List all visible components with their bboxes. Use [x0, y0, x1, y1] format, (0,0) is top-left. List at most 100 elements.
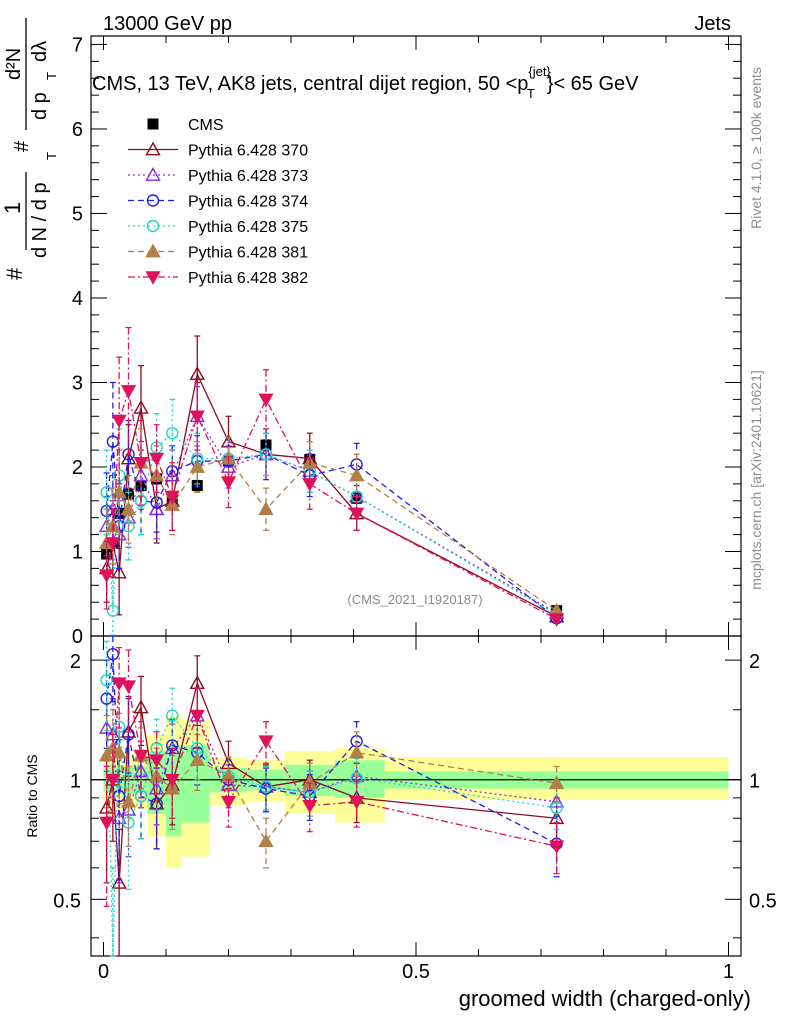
legend-marker: [147, 118, 159, 130]
main-point: [164, 490, 180, 505]
legend-marker: [145, 167, 161, 181]
ratio-point: [166, 709, 179, 722]
legend-label: CMS: [188, 117, 224, 134]
main-point: [549, 613, 565, 627]
main-point: [133, 399, 149, 414]
legend-label: Pythia 6.428 370: [188, 143, 308, 160]
main-point: [189, 366, 205, 380]
ratio-point: [112, 789, 126, 803]
ratio-point: [189, 752, 205, 767]
ylabel-top-num: d²N: [3, 48, 25, 80]
main-point: [258, 393, 274, 408]
main-ylabel: # 1 d N / d p # d²N d p T dλ T: [0, 18, 59, 280]
main-title-tail: }< 65 GeV: [547, 73, 639, 95]
ratio-point: [134, 789, 148, 803]
ylabel-dlambda: dλ: [29, 41, 51, 62]
ratio-point: [302, 799, 318, 814]
legend: CMS Pythia 6.428 370 Pythia 6.428 373 Pythi…: [128, 117, 308, 287]
mcplots-label: mcplots.cern.ch [arXiv:2401.10621]: [748, 370, 764, 589]
xtick-label: 0.5: [402, 961, 430, 983]
ratio-point: [258, 735, 274, 749]
ylabel-hash-1: #: [2, 267, 27, 280]
header-left-label: 13000 GeV pp: [103, 13, 232, 35]
ratio-ytick-label-right: 0.5: [749, 890, 777, 912]
ylabel-one: 1: [0, 202, 25, 214]
main-point: [189, 459, 205, 473]
ratio-point: [133, 699, 149, 714]
main-ytick-label: 1: [72, 541, 83, 563]
ratio-point: [106, 647, 120, 661]
ratio-ytick-label: 2: [70, 651, 81, 673]
rivet-label: Rivet 4.1.0, ≥ 100k events: [748, 67, 764, 229]
main-point: [134, 494, 148, 507]
ratio-series-layer: [98, 635, 565, 957]
ratio-point: [111, 744, 127, 759]
main-series-layer: [98, 326, 565, 636]
legend-label: Pythia 6.428 375: [188, 219, 308, 236]
main-point: [120, 385, 137, 399]
xtick-label: 0: [98, 961, 109, 983]
ratio-point: [258, 833, 274, 848]
analysis-watermark: (CMS_2021_I1920187): [347, 592, 482, 607]
main-point: [111, 564, 127, 579]
ratio-point: [549, 840, 565, 854]
main-point: [220, 476, 237, 490]
legend-label: Pythia 6.428 382: [188, 270, 308, 287]
main-point: [111, 414, 127, 429]
legend-label: Pythia 6.428 374: [188, 194, 308, 211]
ratio-point: [548, 793, 565, 808]
ratio-ytick-label-right: 1: [749, 771, 760, 793]
main-point: [100, 486, 113, 499]
xlabel: groomed width (charged-only): [459, 986, 751, 1011]
main-title-text: CMS, 13 TeV, AK8 jets, central dijet reg…: [92, 73, 528, 95]
ratio-point: [348, 744, 365, 759]
ratio-point: [259, 780, 273, 793]
ylabel-sub-t: T: [44, 72, 59, 80]
header-right-label: Jets: [694, 13, 731, 35]
main-point: [302, 478, 318, 492]
main-point: [120, 501, 137, 516]
ylabel-bottom-den: d N / d p: [29, 182, 51, 258]
main-title-sub: T: [527, 86, 535, 101]
legend-marker: [146, 194, 160, 207]
ylabel-hash-2: #: [11, 140, 33, 152]
ratio-ytick-label: 1: [70, 771, 81, 793]
main-point: [166, 426, 179, 440]
main-point: [99, 569, 115, 583]
legend-entry: Pythia 6.428 374: [128, 194, 308, 211]
ratio-ytick-label-right: 2: [749, 651, 760, 673]
legend-marker: [146, 219, 160, 233]
ratio-point: [99, 816, 115, 831]
ratio-ytick-label: 0.5: [53, 890, 81, 912]
ratio-point: [220, 795, 237, 810]
main-line: [105, 432, 557, 616]
main-series-pythia-6-428-370: [98, 335, 565, 623]
main-point: [189, 410, 205, 425]
legend-marker: [145, 141, 161, 156]
main-point: [348, 467, 365, 482]
ratio-point: [105, 773, 121, 788]
main-ytick-label: 0: [72, 626, 83, 648]
ylabel-top-den: d p: [29, 92, 51, 120]
ratio-point: [100, 674, 113, 687]
legend-label: Pythia 6.428 373: [188, 168, 308, 185]
ratio-point: [548, 775, 565, 790]
main-ytick-label: 3: [72, 372, 83, 394]
main-title-sup: {jet}: [528, 64, 551, 79]
ratio-point: [112, 720, 126, 733]
main-series-pythia-6-428-381: [98, 428, 565, 617]
main-point: [106, 435, 120, 448]
ratio-point: [164, 773, 180, 788]
legend-entry: Pythia 6.428 382: [128, 270, 308, 287]
legend-entry: Pythia 6.428 375: [128, 219, 308, 236]
legend-entry: Pythia 6.428 373: [128, 167, 308, 185]
main-point: [106, 604, 120, 617]
main-ytick-label: 7: [72, 34, 83, 56]
main-point: [258, 501, 274, 516]
main-ytick-label: 6: [72, 119, 83, 141]
main-point: [133, 456, 149, 471]
main-point: [149, 452, 165, 467]
main-axes: 0 1 2 3 4 5 6 7: [72, 34, 741, 648]
xtick-label: 1: [723, 961, 734, 983]
